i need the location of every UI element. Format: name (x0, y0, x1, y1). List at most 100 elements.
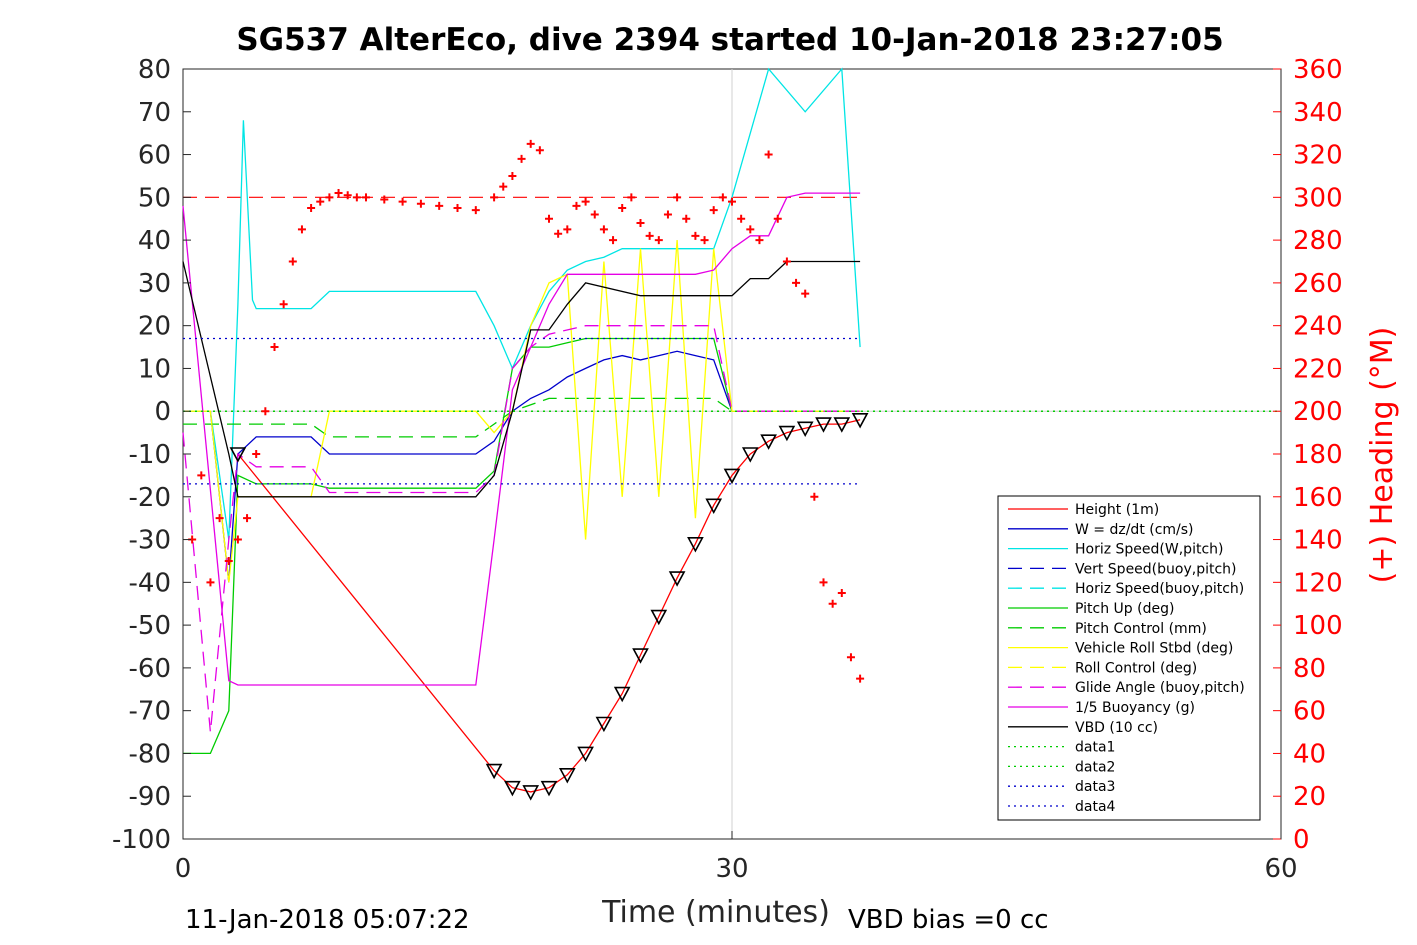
right-tick-label: 140 (1293, 526, 1343, 556)
bottom-tick-label: 0 (175, 854, 192, 884)
heading-point (334, 189, 343, 198)
legend-label: VBD (10 cc) (1075, 720, 1158, 736)
heading-point (709, 206, 718, 215)
heading-point (517, 154, 526, 163)
right-tick-label: 60 (1293, 697, 1326, 727)
heading-points (188, 139, 865, 683)
heading-point (846, 653, 855, 662)
heading-point (233, 535, 242, 544)
heading-point (307, 204, 316, 213)
left-tick-label: -100 (112, 825, 171, 855)
height-marker (504, 780, 521, 797)
left-tick-label: 0 (154, 397, 171, 427)
x-axis-label: Time (minutes) (601, 895, 830, 930)
height-marker (851, 412, 869, 429)
height-marker (485, 763, 503, 780)
legend-label: Pitch Control (mm) (1075, 621, 1207, 637)
heading-point (243, 514, 252, 523)
bottom-tick-label: 30 (715, 854, 748, 884)
heading-point (755, 236, 764, 245)
heading-point (499, 182, 508, 191)
left-tick-label: -10 (129, 440, 171, 470)
right-tick-label: 180 (1293, 440, 1343, 470)
left-axis-ticks: 80 70 60 50 40 30 20 10 0 -10 -20 -30 -40 -50 -60 -70 -8… (112, 55, 191, 855)
right-tick-label: 40 (1293, 739, 1326, 769)
heading-point (362, 193, 370, 202)
height-marker (577, 746, 594, 763)
heading-point (554, 229, 563, 238)
heading-point (700, 236, 709, 245)
heading-point (279, 300, 288, 309)
legend-label: Roll Control (deg) (1075, 660, 1197, 676)
left-tick-label: 20 (138, 312, 171, 342)
left-tick-label: 80 (138, 55, 171, 85)
heading-point (773, 214, 782, 223)
heading-point (737, 214, 746, 223)
heading-point (297, 225, 306, 234)
heading-point (856, 674, 865, 683)
heading-point (380, 195, 389, 204)
right-tick-label: 220 (1293, 354, 1343, 384)
footer-timestamp: 11-Jan-2018 05:07:22 (185, 905, 470, 935)
height-marker (833, 417, 851, 433)
height-marker (741, 447, 759, 463)
heading-point (352, 193, 361, 202)
legend-label: Horiz Speed(W,pitch) (1075, 542, 1223, 558)
heading-point (316, 197, 325, 206)
heading-point (563, 225, 572, 234)
heading-point (746, 225, 755, 234)
right-tick-label: 0 (1293, 825, 1310, 855)
legend-label: 1/5 Buoyancy (g) (1075, 700, 1195, 716)
right-tick-label: 20 (1293, 782, 1326, 812)
height-marker (522, 785, 540, 801)
heading-point (627, 193, 636, 202)
triangle-markers (229, 412, 869, 801)
heading-point (471, 206, 480, 215)
heading-point (618, 204, 627, 213)
left-tick-label: 50 (138, 183, 171, 213)
right-tick-label: 200 (1293, 397, 1343, 427)
heading-point (764, 150, 773, 159)
legend-label: Glide Angle (buoy,pitch) (1075, 680, 1245, 696)
left-tick-label: 60 (138, 141, 171, 171)
heading-point (728, 197, 736, 206)
left-tick-label: -20 (129, 483, 171, 513)
heading-point (654, 236, 663, 245)
left-tick-label: -70 (129, 697, 171, 727)
heading-point (828, 599, 837, 608)
series-line-8 (182, 260, 861, 498)
heading-point (792, 278, 801, 287)
right-tick-label: 240 (1293, 312, 1343, 342)
left-tick-label: 40 (138, 226, 171, 256)
heading-point (288, 257, 297, 266)
heading-point (782, 257, 791, 266)
left-tick-label: -80 (129, 739, 171, 769)
heading-point (206, 578, 215, 587)
legend-label: Vehicle Roll Stbd (deg) (1075, 641, 1233, 657)
heading-point (663, 210, 672, 219)
legend-label: data2 (1075, 759, 1115, 775)
heading-point (435, 201, 444, 210)
right-tick-label: 360 (1293, 55, 1343, 85)
series-layer (182, 67, 1281, 793)
heading-point (837, 589, 846, 598)
legend-label: Pitch Up (deg) (1075, 601, 1174, 617)
height-marker (760, 434, 777, 450)
height-marker (540, 780, 558, 797)
right-tick-label: 120 (1293, 568, 1343, 598)
legend-label: Vert Speed(buoy,pitch) (1075, 561, 1237, 577)
heading-point (490, 193, 499, 202)
bottom-axis-ticks: 0 30 60 (175, 831, 1298, 884)
right-tick-label: 340 (1293, 98, 1343, 128)
height-marker (796, 421, 814, 438)
left-tick-label: -90 (129, 782, 171, 812)
height-marker (778, 425, 796, 442)
series-line-2 (183, 67, 861, 540)
heading-point (416, 199, 425, 208)
height-marker (723, 468, 741, 485)
height-marker (613, 686, 631, 703)
heading-point (398, 197, 407, 206)
series-line-0 (237, 419, 861, 793)
left-tick-label: -50 (129, 611, 171, 641)
